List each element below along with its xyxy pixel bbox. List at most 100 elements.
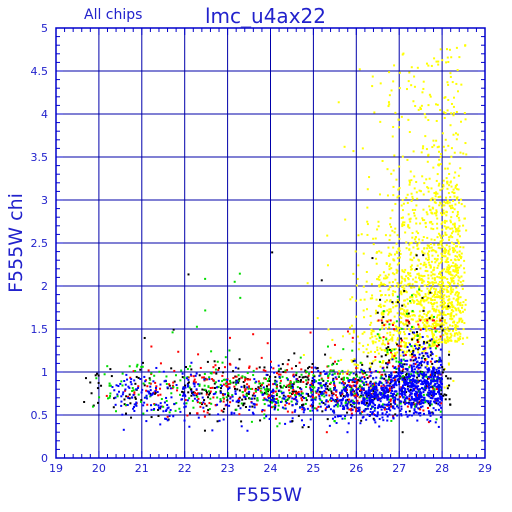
data-point: [431, 331, 434, 334]
data-point: [410, 395, 413, 398]
data-point: [437, 425, 440, 428]
data-point: [385, 327, 388, 330]
data-point: [267, 390, 270, 393]
data-point: [330, 381, 333, 384]
data-point: [251, 411, 254, 414]
data-point: [351, 399, 354, 402]
data-point: [381, 392, 384, 395]
data-point: [379, 306, 382, 309]
data-point: [439, 201, 442, 204]
data-point: [391, 272, 394, 275]
data-point: [437, 397, 440, 400]
data-point: [454, 327, 457, 330]
data-point: [349, 326, 352, 329]
data-point: [279, 373, 282, 376]
data-point: [435, 308, 438, 311]
data-point: [442, 179, 445, 182]
data-point: [386, 320, 389, 323]
data-point: [396, 263, 399, 266]
data-point: [351, 296, 354, 299]
data-point: [320, 279, 323, 282]
data-point: [211, 386, 214, 389]
data-point: [407, 271, 410, 274]
data-point: [327, 389, 330, 392]
data-point: [410, 268, 413, 271]
data-point: [356, 395, 359, 398]
data-point: [311, 399, 314, 402]
data-point: [455, 132, 458, 135]
data-point: [392, 334, 395, 337]
data-point: [374, 391, 377, 394]
data-point: [403, 390, 406, 393]
data-point: [233, 412, 236, 415]
data-point: [443, 252, 446, 255]
data-point: [429, 391, 432, 394]
data-point: [456, 299, 459, 302]
data-point: [369, 410, 372, 413]
data-point: [419, 106, 422, 109]
data-point: [271, 251, 274, 254]
data-point: [426, 287, 429, 290]
data-point: [434, 397, 437, 400]
data-point: [424, 381, 427, 384]
data-point: [457, 227, 460, 230]
data-point: [440, 406, 443, 409]
data-point: [437, 150, 440, 153]
data-point: [436, 378, 439, 381]
data-point: [204, 309, 207, 312]
data-point: [446, 385, 449, 388]
data-point: [420, 345, 423, 348]
data-point: [436, 266, 439, 269]
data-point: [233, 280, 236, 283]
data-point: [419, 336, 422, 339]
data-point: [361, 387, 364, 390]
data-point: [124, 389, 127, 392]
data-point: [407, 224, 410, 227]
data-point: [449, 288, 452, 291]
data-point: [334, 376, 337, 379]
data-point: [357, 387, 360, 390]
data-point: [458, 225, 461, 228]
data-point: [157, 414, 160, 417]
data-point: [390, 395, 393, 398]
data-point: [326, 380, 329, 383]
data-point: [431, 295, 434, 298]
data-point: [412, 301, 415, 304]
data-point: [369, 368, 372, 371]
data-point: [343, 386, 346, 389]
data-point: [385, 381, 388, 384]
data-point: [449, 207, 452, 210]
data-point: [444, 313, 447, 316]
data-point: [445, 214, 448, 217]
data-point: [389, 378, 392, 381]
data-point: [391, 358, 394, 361]
data-point: [309, 395, 312, 398]
data-point: [376, 278, 379, 281]
data-point: [283, 384, 286, 387]
data-point: [371, 75, 374, 78]
data-point: [438, 311, 441, 314]
data-point: [430, 394, 433, 397]
data-point: [408, 342, 411, 345]
data-point: [404, 403, 407, 406]
data-point: [407, 389, 410, 392]
data-point: [427, 250, 430, 253]
data-point: [448, 162, 451, 165]
data-point: [130, 378, 133, 381]
data-point: [143, 375, 146, 378]
data-point: [284, 371, 287, 374]
data-point: [437, 63, 440, 66]
data-point: [413, 187, 416, 190]
data-point: [426, 319, 429, 322]
data-point: [449, 377, 452, 380]
data-point: [456, 188, 459, 191]
data-point: [443, 116, 446, 119]
data-point: [387, 407, 390, 410]
data-point: [411, 398, 414, 401]
data-point: [366, 399, 369, 402]
data-point: [403, 379, 406, 382]
data-point: [359, 384, 362, 387]
data-point: [347, 369, 350, 372]
data-point: [163, 401, 166, 404]
data-point: [415, 393, 418, 396]
